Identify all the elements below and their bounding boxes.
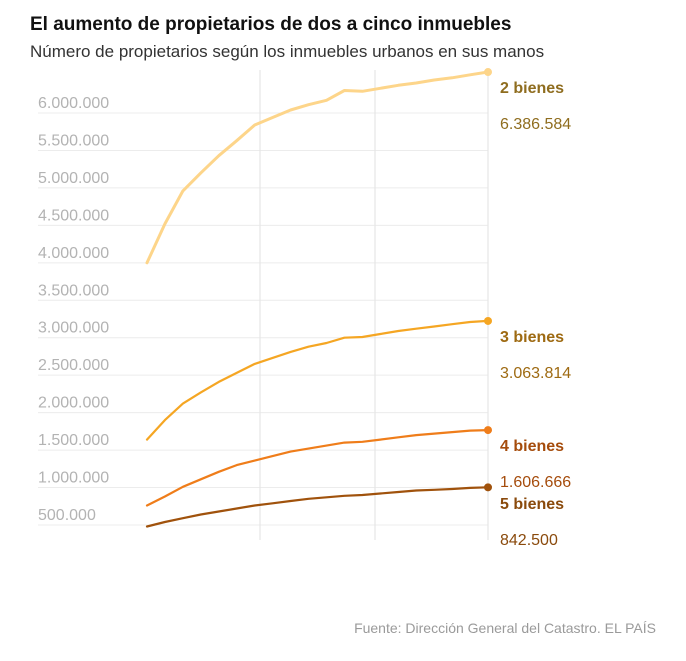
- y-tick-label: 5.500.000: [38, 132, 109, 149]
- chart-title: El aumento de propietarios de dos a cinc…: [30, 14, 512, 35]
- series-name-label: 2 bienes: [500, 80, 564, 97]
- y-tick-label: 2.500.000: [38, 357, 109, 374]
- series-end-point: [484, 68, 492, 77]
- series-value-label: 6.386.584: [500, 116, 571, 133]
- y-tick-label: 5.000.000: [38, 170, 109, 187]
- series-value-label: 1.606.666: [500, 474, 571, 491]
- series-name-label: 4 bienes: [500, 438, 564, 455]
- series-value-label: 842.500: [500, 532, 558, 549]
- series-line: [145, 319, 490, 441]
- series-end-point: [484, 316, 492, 325]
- source-note: Fuente: Dirección General del Catastro. …: [354, 620, 656, 636]
- series-name-label: 3 bienes: [500, 329, 564, 346]
- series-end-point: [484, 483, 492, 492]
- y-tick-label: 1.000.000: [38, 470, 109, 487]
- y-tick-label: 2.000.000: [38, 395, 109, 412]
- series-line: [145, 486, 490, 528]
- series-value-label: 3.063.814: [500, 365, 571, 382]
- series-labels: 2 bienes 6.386.584 3 bienes 3.063.814 4 bien…: [500, 80, 571, 549]
- y-tick-label: 4.500.000: [38, 207, 109, 224]
- y-tick-label: 500.000: [38, 507, 96, 524]
- series-line: [145, 70, 490, 265]
- series-lines: [145, 68, 492, 528]
- y-axis-ticks: 500.000 1.000.000 1.500.000 2.000.000 2.500.…: [38, 95, 109, 524]
- grid: [38, 70, 489, 540]
- series-line: [145, 429, 490, 507]
- series-name-label: 5 bienes: [500, 496, 564, 513]
- y-tick-label: 6.000.000: [38, 95, 109, 112]
- series-end-point: [484, 426, 492, 435]
- chart-subtitle: Número de propietarios según los inmuebl…: [30, 42, 545, 61]
- y-tick-label: 1.500.000: [38, 432, 109, 449]
- y-tick-label: 3.000.000: [38, 320, 109, 337]
- y-tick-label: 4.000.000: [38, 245, 109, 262]
- y-tick-label: 3.500.000: [38, 282, 109, 299]
